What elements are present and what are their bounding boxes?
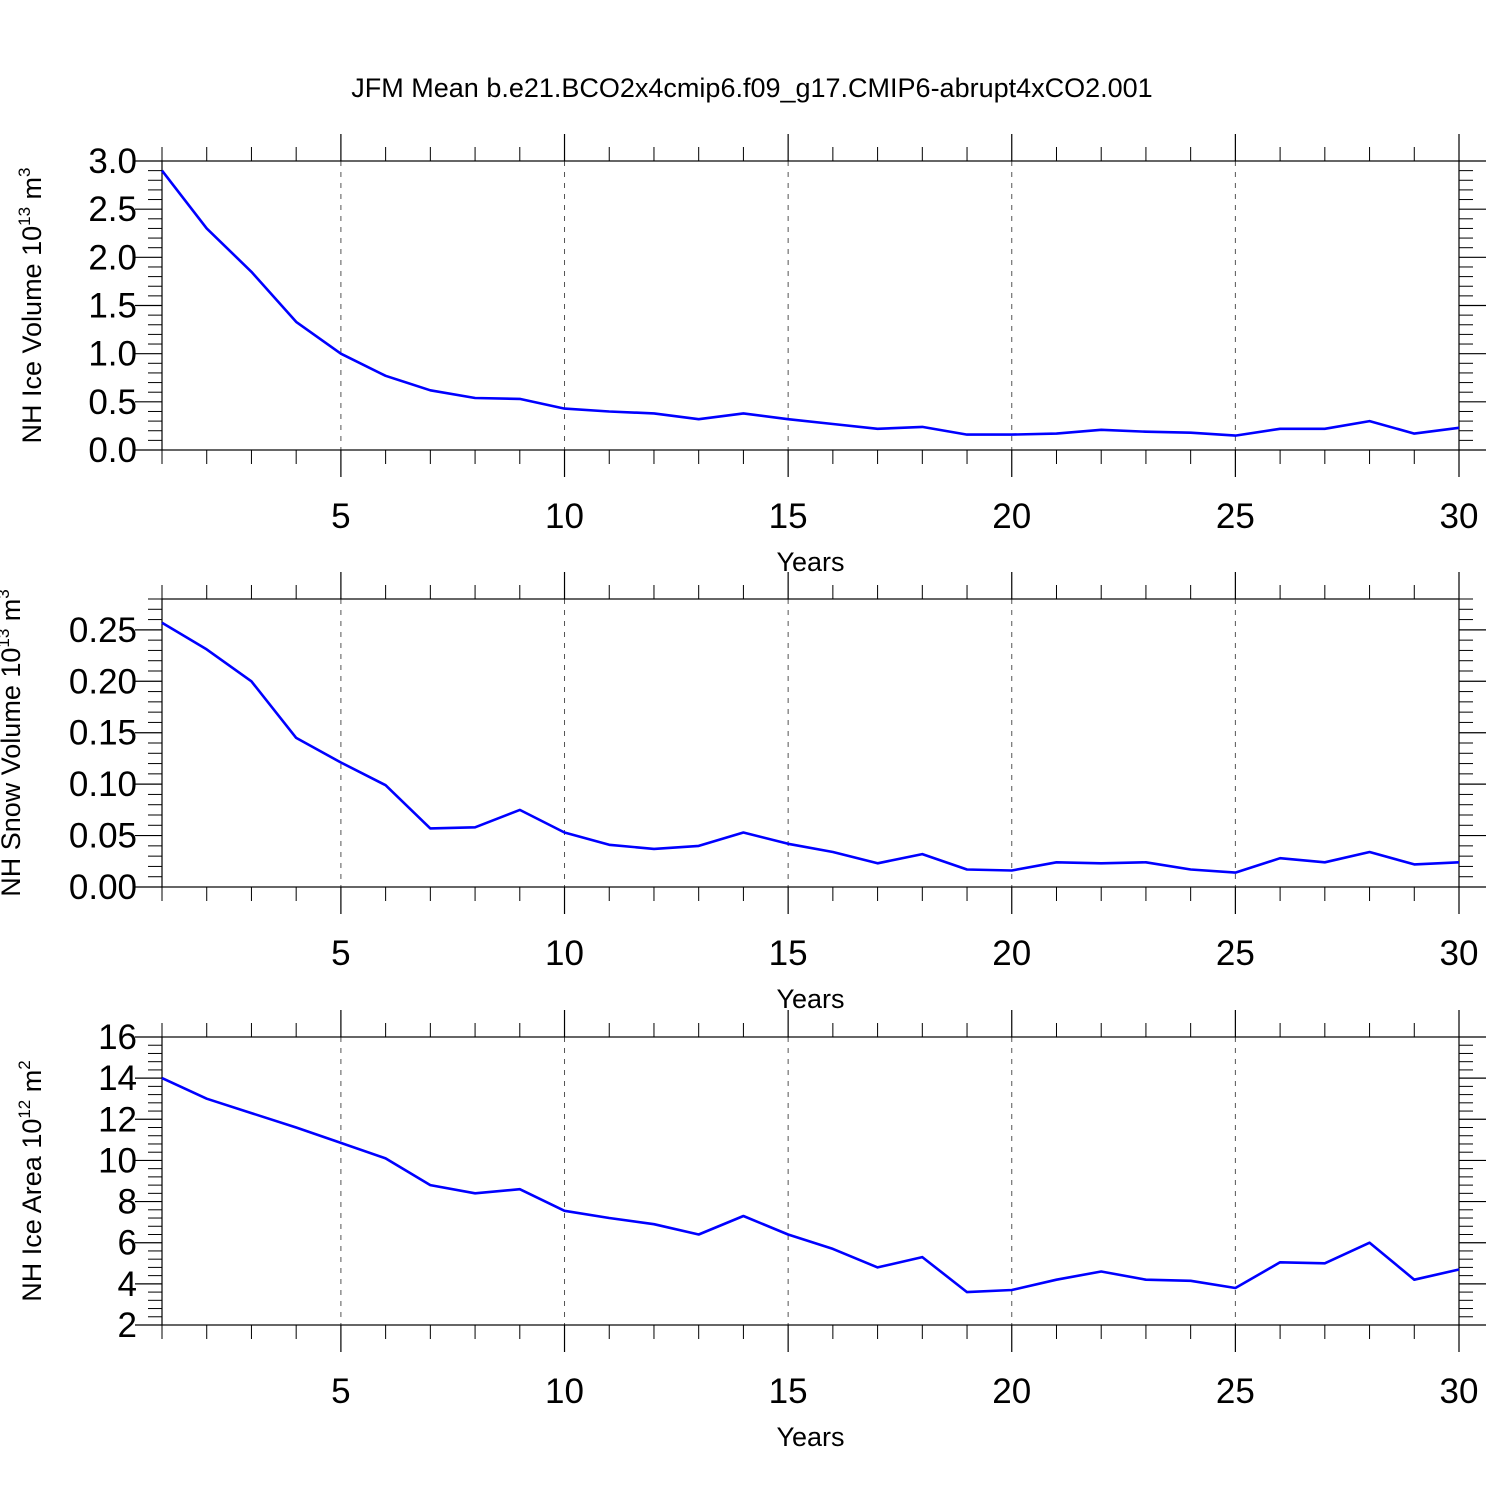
x-tick-label: 25 <box>1216 497 1255 536</box>
y-tick-label: 1.0 <box>88 335 137 374</box>
panel-2: 0.00 0.05 0.10 0.15 0.20 0.25 5 10 15 20 25 30 Years… <box>0 572 1486 1014</box>
series-line <box>160 169 1460 437</box>
y-axis-label: NH Snow Volume 1013 m3 <box>0 589 26 897</box>
x-tick-label: 30 <box>1440 1372 1479 1411</box>
y-tick-label: 10 <box>98 1141 137 1180</box>
y-axis-label: NH Ice Volume 1013 m3 <box>15 168 47 444</box>
y-tick-label: 2.0 <box>88 238 137 277</box>
y-tick-label: 0.25 <box>69 611 137 650</box>
plot-frame <box>161 1036 1460 1326</box>
x-axis-label: Years <box>776 984 844 1014</box>
x-tick-label: 30 <box>1440 934 1479 973</box>
chart-panels: 0.00.51.01.52.02.53.05 10 15 20 25 30YearsNH … <box>0 134 1486 1452</box>
x-tick-label: 15 <box>769 934 808 973</box>
y-tick-label: 0.20 <box>69 662 137 701</box>
y-tick-label: 8 <box>118 1183 137 1222</box>
x-tick-label: 5 <box>331 497 350 536</box>
y-tick-label: 0.5 <box>88 383 137 422</box>
y-tick-label: 0.00 <box>69 868 137 907</box>
x-tick-label: 20 <box>992 497 1031 536</box>
y-tick-label: 0.05 <box>69 817 137 856</box>
x-tick-label: 10 <box>545 934 584 973</box>
y-tick-label: 16 <box>98 1018 137 1057</box>
x-tick-label: 20 <box>992 1372 1031 1411</box>
x-tick-label: 5 <box>331 1372 350 1411</box>
x-tick-label: 15 <box>769 1372 808 1411</box>
y-tick-label: 0.10 <box>69 765 137 804</box>
x-axis-label: Years <box>776 1422 844 1452</box>
x-tick-label: 25 <box>1216 1372 1255 1411</box>
x-tick-label: 10 <box>545 1372 584 1411</box>
series-line <box>161 1076 1460 1294</box>
y-tick-label: 1.5 <box>88 287 137 326</box>
panel-1: 0.0 0.5 1.0 1.5 2.0 2.5 3.0 5 10 15 20 25 30 Years NH … <box>15 134 1486 577</box>
x-tick-label: 30 <box>1440 497 1479 536</box>
x-tick-label: 20 <box>992 934 1031 973</box>
chart-title: JFM Mean b.e21.BCO2x4cmip6.f09_g17.CMIP6… <box>351 73 1152 103</box>
y-axis-label: NH Ice Area 1012 m2 <box>15 1060 47 1301</box>
x-tick-label: 25 <box>1216 934 1255 973</box>
y-tick-label: 14 <box>98 1059 137 1098</box>
y-tick-label: 3.0 <box>88 142 137 181</box>
series-line <box>161 621 1460 874</box>
plot-frame <box>161 160 1460 451</box>
y-tick-label: 4 <box>118 1265 137 1304</box>
plot-frame <box>161 598 1460 888</box>
y-tick-label: 0.15 <box>69 714 137 753</box>
y-tick-label: 12 <box>98 1100 137 1139</box>
y-tick-label: 2.5 <box>88 190 137 229</box>
x-tick-label: 5 <box>331 934 350 973</box>
x-axis-label: Years <box>776 547 844 577</box>
y-tick-label: 0.0 <box>88 431 137 470</box>
y-tick-label: 6 <box>118 1224 137 1263</box>
x-tick-label: 10 <box>545 497 584 536</box>
x-tick-label: 15 <box>769 497 808 536</box>
y-tick-label: 2 <box>118 1306 137 1345</box>
